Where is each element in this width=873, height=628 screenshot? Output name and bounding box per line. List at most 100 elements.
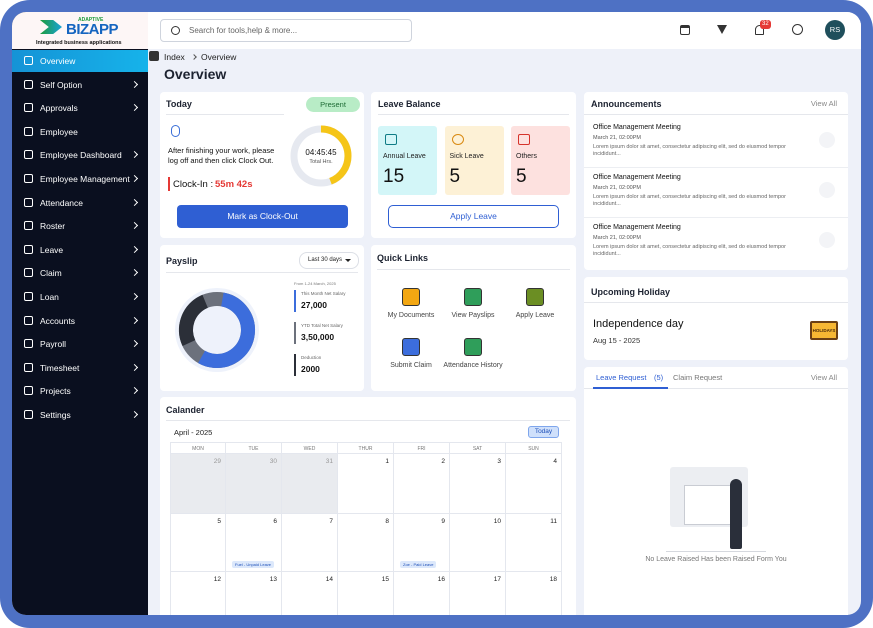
day-number: 17 <box>493 576 501 583</box>
nav-label: Timesheet <box>40 362 80 373</box>
timer-label: Total Hrs. <box>309 159 333 165</box>
nav-icon <box>24 410 33 419</box>
search-icon <box>171 26 180 35</box>
view-all-link[interactable]: View All <box>810 99 837 108</box>
nav-item[interactable]: Payroll <box>12 333 148 355</box>
nav-label: Payroll <box>40 339 66 350</box>
day-cell[interactable]: 29 <box>170 454 226 514</box>
tab-underline <box>593 387 668 389</box>
nav-item[interactable]: Roster <box>12 215 148 237</box>
payslip-card: Payslip Last 30 days From 1-24 March, 20… <box>160 245 364 391</box>
breadcrumb-item[interactable]: Index <box>164 52 185 62</box>
day-cell[interactable]: 14 <box>282 572 338 615</box>
nav-icon <box>24 197 33 207</box>
filter-icon[interactable] <box>717 25 727 34</box>
day-cell[interactable]: 9 Zoe - Paid Leave <box>394 514 450 572</box>
nav-chevron <box>130 174 139 183</box>
today-button[interactable]: Today <box>528 426 559 438</box>
period-dropdown[interactable]: Last 30 days <box>299 252 359 269</box>
day-cell[interactable]: 5 <box>170 514 226 572</box>
weekday-header: TUE <box>226 442 282 454</box>
quick-link-icon[interactable] <box>526 288 544 306</box>
figure-label: This Month Net Salary <box>301 291 346 296</box>
leave-icon <box>385 134 397 145</box>
nav-item[interactable]: Overview <box>12 50 148 72</box>
nav-item[interactable]: Employee <box>12 121 148 143</box>
quick-link-icon[interactable] <box>402 338 420 356</box>
event-chip[interactable]: Zoe - Paid Leave <box>400 561 437 568</box>
nav-item[interactable]: Employee Dashboard <box>12 144 148 166</box>
nav-item[interactable]: Claim <box>12 262 148 284</box>
day-cell[interactable]: 13 <box>226 572 282 615</box>
leave-tile[interactable]: Annual Leave 15 <box>378 126 437 195</box>
day-number: 9 <box>441 518 445 525</box>
quick-link-label[interactable]: Apply Leave <box>515 312 555 319</box>
quick-link-label[interactable]: Submit Claim <box>390 362 432 369</box>
nav-item[interactable]: Approvals <box>12 97 148 119</box>
clockout-button[interactable]: Mark as Clock-Out <box>177 205 348 228</box>
leave-tile[interactable]: Others 5 <box>511 126 570 195</box>
day-number: 30 <box>269 458 277 465</box>
nav-item[interactable]: Employee Management <box>12 168 148 190</box>
holiday-card: Upcoming Holiday Independence day Aug 15… <box>584 277 848 360</box>
nav-label: Projects <box>40 386 71 397</box>
nav-item[interactable]: Attendance <box>12 192 148 214</box>
figure-value: 3,50,000 <box>301 332 335 342</box>
card-title: Announcements <box>591 99 662 109</box>
day-cell[interactable]: 12 <box>170 572 226 615</box>
apply-leave-button[interactable]: Apply Leave <box>388 205 559 228</box>
avatar[interactable]: RS <box>825 20 845 40</box>
nav-item[interactable]: Loan <box>12 286 148 308</box>
divider <box>166 114 284 115</box>
announcement-title: Office Management Meeting <box>593 174 681 181</box>
day-cell[interactable]: 1 <box>338 454 394 514</box>
view-all-link[interactable]: View All <box>810 373 837 382</box>
quick-link-icon[interactable] <box>464 288 482 306</box>
event-chip[interactable]: Fuel - Unpaid Leave <box>232 561 275 568</box>
day-cell[interactable]: 15 <box>338 572 394 615</box>
help-icon[interactable] <box>792 24 803 35</box>
nav-label: Accounts <box>40 315 75 326</box>
nav-item[interactable]: Settings <box>12 404 148 426</box>
day-cell[interactable]: 6 Fuel - Unpaid Leave <box>226 514 282 572</box>
nav-icon <box>24 79 33 89</box>
nav-item[interactable]: Projects <box>12 380 148 402</box>
day-cell[interactable]: 7 <box>282 514 338 572</box>
quick-link-icon[interactable] <box>464 338 482 356</box>
timer-value: 04:45:45 <box>305 148 337 157</box>
day-cell[interactable]: 18 <box>506 572 562 615</box>
day-cell[interactable]: 10 <box>450 514 506 572</box>
search-box[interactable]: Search for tools,help & more... <box>160 19 412 42</box>
quick-link-label[interactable]: View Payslips <box>451 312 495 319</box>
day-cell[interactable]: 11 <box>506 514 562 572</box>
announcements-card: Announcements View All Office Management… <box>584 92 848 270</box>
tab-active[interactable]: Leave Request <box>596 373 647 382</box>
divider <box>166 420 570 421</box>
quick-link-icon[interactable] <box>402 288 420 306</box>
day-cell[interactable]: 8 <box>338 514 394 572</box>
quick-link-label[interactable]: My Documents <box>387 312 435 319</box>
tab[interactable]: Claim Request <box>673 373 723 382</box>
nav-label: Attendance <box>40 197 84 208</box>
quick-link-label[interactable]: Attendance History <box>443 362 503 369</box>
day-cell[interactable]: 2 <box>394 454 450 514</box>
caret <box>345 259 351 262</box>
search-placeholder: Search for tools,help & more... <box>189 26 298 35</box>
nav-label: Loan <box>40 292 59 302</box>
nav-item[interactable]: Timesheet <box>12 357 148 379</box>
day-cell[interactable]: 30 <box>226 454 282 514</box>
notification-icon[interactable] <box>755 25 764 35</box>
leave-tile[interactable]: Sick Leave 5 <box>444 126 504 195</box>
day-cell[interactable]: 31 <box>282 454 338 514</box>
day-cell[interactable]: 3 <box>450 454 506 514</box>
breadcrumb-item: Overview <box>201 52 237 62</box>
nav-item[interactable]: Self Option <box>12 74 148 96</box>
nav-item[interactable]: Leave <box>12 239 148 261</box>
day-cell[interactable]: 16 <box>394 572 450 615</box>
nav-icon <box>24 362 33 372</box>
nav-item[interactable]: Accounts <box>12 310 148 332</box>
day-cell[interactable]: 17 <box>450 572 506 615</box>
announcement-title: Office Management Meeting <box>593 124 681 131</box>
calendar-icon[interactable] <box>680 25 690 35</box>
day-cell[interactable]: 4 <box>506 454 562 514</box>
